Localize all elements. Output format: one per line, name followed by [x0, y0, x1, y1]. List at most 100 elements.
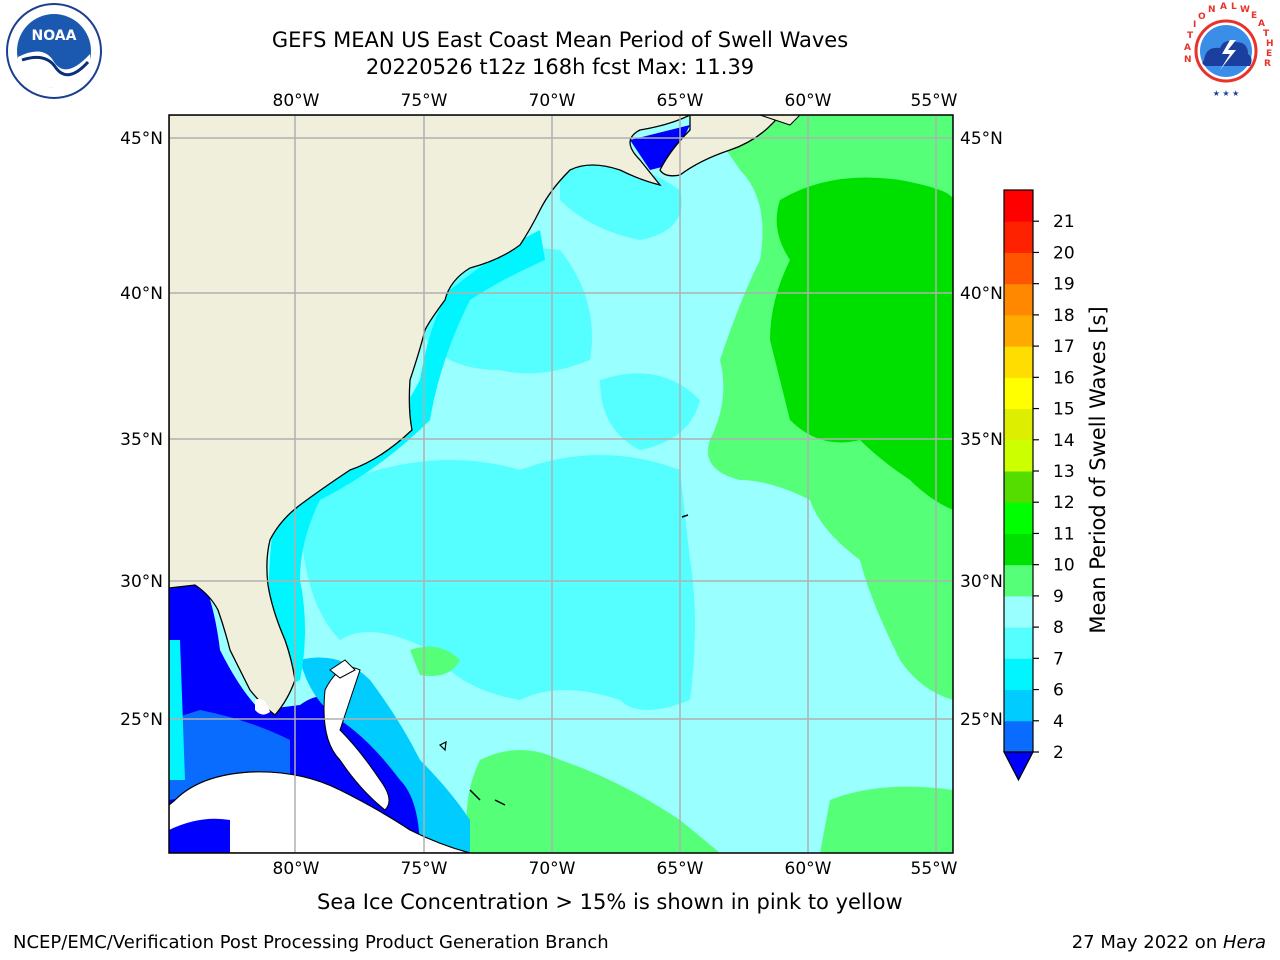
colorbar-tick-label: 20 — [1053, 243, 1075, 263]
colorbar-tick-label: 15 — [1053, 400, 1075, 420]
lon-label-top: 80°W — [273, 91, 320, 111]
caribbean-low-period-region — [169, 818, 230, 853]
lon-label-bottom: 70°W — [529, 859, 576, 879]
colorbar-segment — [1004, 689, 1033, 722]
colorbar-segment — [1004, 595, 1033, 628]
ocean-9-10s-region-southeast — [820, 786, 953, 853]
colorbar-segment — [1004, 627, 1033, 659]
footer-date: 27 May 2022 on Hera — [1072, 932, 1266, 953]
colorbar-segment — [1004, 408, 1033, 441]
noaa-logo-icon: NOAA — [6, 3, 102, 99]
svg-text:N: N — [1208, 5, 1216, 15]
map-gridlines — [169, 115, 953, 853]
lat-labels-left: 45°N 40°N 35°N 30°N 25°N — [120, 129, 163, 730]
ocean-10-11s-region — [770, 177, 953, 510]
ocean-9-10s-region-south — [466, 750, 720, 853]
svg-text:T: T — [1187, 31, 1194, 41]
lon-label-top: 70°W — [529, 91, 576, 111]
map-area — [169, 115, 953, 853]
noaa-logo-text: NOAA — [32, 28, 77, 44]
lat-label-left: 45°N — [120, 129, 163, 149]
colorbar-tick-label: 14 — [1053, 431, 1075, 451]
svg-text:L: L — [1231, 2, 1237, 12]
colorbar-segment — [1004, 190, 1033, 222]
colorbar-tick-label: 12 — [1053, 493, 1075, 513]
ocean-7-8s-region-east — [600, 373, 700, 450]
colorbar-segment — [1004, 221, 1033, 253]
lat-label-left: 25°N — [120, 710, 163, 730]
colorbar: 2 4 6 7 8 9 10 11 12 13 14 15 16 17 18 19 20 21 — [1003, 189, 1075, 782]
colorbar-extend-triangle — [1003, 751, 1034, 782]
cape-breton-landmass — [759, 115, 801, 126]
colorbar-tick-label: 13 — [1053, 462, 1075, 482]
colorbar-segment — [1004, 346, 1033, 378]
colorbar-tick-label: 19 — [1053, 275, 1075, 295]
lon-label-top: 65°W — [657, 91, 704, 111]
ocean-2s-region-bay-of-fundy — [630, 125, 690, 170]
lat-label-right: 30°N — [960, 572, 1003, 592]
svg-text:A: A — [1258, 19, 1265, 29]
colorbar-tick-label: 4 — [1053, 712, 1064, 732]
lon-label-top: 60°W — [785, 91, 832, 111]
colorbar-tick-label: 21 — [1053, 212, 1075, 232]
map-frame — [168, 114, 954, 854]
lat-label-left: 30°N — [120, 572, 163, 592]
colorbar-segment — [1004, 314, 1033, 347]
colorbar-segment — [1004, 283, 1033, 316]
lat-label-right: 40°N — [960, 284, 1003, 304]
svg-text:A: A — [1184, 43, 1191, 53]
grand-bahama-island — [329, 659, 356, 679]
title-line-1: GEFS MEAN US East Coast Mean Period of S… — [271, 28, 849, 52]
bahamas-islands — [323, 667, 390, 811]
colorbar-tick-label: 17 — [1053, 337, 1075, 357]
bermuda-island — [681, 514, 689, 518]
colorbar-segment — [1004, 439, 1033, 472]
colorbar-label: Mean Period of Swell Waves [s] — [1086, 306, 1110, 633]
colorbar-tick-label: 7 — [1053, 649, 1064, 669]
lat-labels-right: 45°N 40°N 35°N 30°N 25°N — [960, 129, 1003, 730]
lon-labels-bottom: 80°W 75°W 70°W 65°W 60°W 55°W — [273, 859, 958, 879]
colorbar-tick-label: 10 — [1053, 556, 1075, 576]
svg-text:H: H — [1266, 39, 1274, 49]
colorbar-segment — [1004, 720, 1033, 753]
svg-text:★ ★ ★: ★ ★ ★ — [1213, 89, 1240, 98]
colorbar-tick-label: 9 — [1053, 587, 1064, 607]
ocean-9-10s-patch — [410, 646, 460, 676]
colorbar-tick-label: 16 — [1053, 368, 1075, 388]
colorbar-segment — [1004, 564, 1033, 597]
lat-label-right: 25°N — [960, 710, 1003, 730]
svg-text:I: I — [1193, 20, 1196, 30]
svg-text:A: A — [1220, 2, 1227, 12]
svg-text:E: E — [1251, 11, 1257, 21]
colorbar-segment — [1004, 533, 1033, 566]
footer-credit: NCEP/EMC/Verification Post Processing Pr… — [13, 932, 609, 953]
footer-date-text: 27 May 2022 on — [1071, 932, 1223, 953]
florida-keys-white — [255, 698, 270, 715]
lon-label-bottom: 55°W — [911, 859, 958, 879]
svg-text:R: R — [1264, 59, 1271, 69]
svg-text:W: W — [1240, 5, 1250, 15]
colorbar-tick-label: 6 — [1053, 681, 1064, 701]
svg-text:T: T — [1263, 29, 1270, 39]
svg-text:O: O — [1198, 12, 1206, 22]
lon-label-bottom: 75°W — [401, 859, 448, 879]
lon-label-top: 55°W — [911, 91, 958, 111]
lon-labels-top: 80°W 75°W 70°W 65°W 60°W 55°W — [273, 91, 958, 111]
svg-text:E: E — [1266, 49, 1272, 59]
lat-label-right: 35°N — [960, 430, 1003, 450]
colorbar-tick-label: 18 — [1053, 306, 1075, 326]
lon-label-bottom: 65°W — [657, 859, 704, 879]
colorbar-tick-label: 2 — [1053, 743, 1064, 763]
lon-label-top: 75°W — [401, 91, 448, 111]
ocean-7-8s-region-south — [300, 455, 695, 710]
footer-machine-name: Hera — [1222, 932, 1266, 953]
title-line-2: 20220526 t12z 168h fcst Max: 11.39 — [365, 55, 755, 79]
colorbar-tick-label: 8 — [1053, 618, 1064, 638]
ocean-6-7s-coastal-strip — [268, 230, 545, 690]
lon-label-bottom: 80°W — [273, 859, 320, 879]
lat-label-left: 40°N — [120, 284, 163, 304]
lon-label-bottom: 60°W — [785, 859, 832, 879]
lat-label-left: 35°N — [120, 430, 163, 450]
